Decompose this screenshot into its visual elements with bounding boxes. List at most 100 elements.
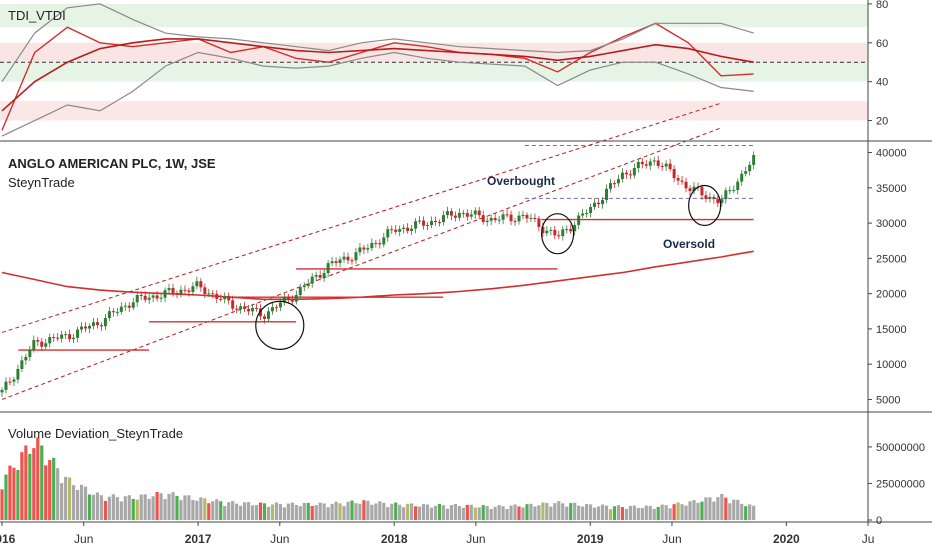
volume-bar-34	[135, 499, 139, 520]
volume-bar-180	[716, 497, 720, 520]
candle-body-159	[632, 168, 636, 176]
candle-body-140	[557, 235, 561, 237]
volume-bar-183	[728, 503, 732, 520]
volume-bar-94	[374, 503, 378, 520]
volume-bar-181	[720, 494, 724, 520]
volume-bar-10	[40, 445, 44, 520]
volume-bar-169	[672, 504, 676, 520]
volume-bar-20	[79, 484, 84, 520]
volume-bar-14	[56, 468, 60, 520]
volume-bar-24	[95, 492, 100, 520]
volume-layer	[0, 437, 756, 520]
candle-body-156	[620, 172, 624, 180]
volume-bar-27	[107, 496, 111, 520]
candle-body-176	[700, 187, 704, 196]
price-y-tick-3: 20000	[876, 289, 907, 301]
candle-body-98	[390, 229, 394, 231]
candle-body-146	[581, 213, 585, 216]
candle-body-7	[28, 349, 32, 357]
volume-bar-122	[485, 505, 489, 520]
candle-body-69	[274, 307, 278, 309]
red-band-1	[0, 101, 868, 121]
candle-body-183	[728, 190, 732, 192]
candle-body-16	[64, 334, 68, 336]
candle-body-47	[187, 290, 191, 292]
volume-bar-39	[155, 491, 159, 520]
time-tick-5: Jun	[466, 532, 485, 546]
volume-bar-33	[131, 498, 135, 520]
volume-bar-176	[700, 501, 704, 520]
volume-bar-0	[0, 489, 4, 520]
volume-bar-139	[553, 503, 557, 520]
candle-body-32	[127, 305, 131, 308]
volume-bar-21	[83, 486, 88, 520]
volume-bar-84	[334, 501, 338, 520]
volume-bar-75	[298, 506, 302, 520]
candle-body-71	[282, 296, 286, 303]
candle-body-84	[334, 261, 338, 264]
volume-bar-157	[624, 508, 628, 520]
volume-y-tick-1: 25000000	[876, 478, 925, 490]
volume-title: Volume Deviation_SteynTrade	[8, 426, 183, 441]
candle-body-3	[12, 379, 16, 382]
volume-bar-146	[581, 506, 585, 520]
candle-body-37	[147, 297, 151, 300]
candle-body-22	[87, 325, 91, 329]
volume-bar-119	[473, 507, 477, 520]
volume-bar-93	[370, 504, 374, 520]
green-band-0	[0, 3, 868, 28]
candle-body-79	[314, 275, 318, 277]
candle-body-103	[410, 228, 414, 231]
volume-bar-32	[127, 495, 131, 520]
candle-body-30	[119, 306, 123, 312]
volume-bar-41	[163, 499, 167, 520]
price-y-tick-4: 25000	[876, 253, 907, 265]
volume-bar-80	[318, 502, 322, 520]
volume-bar-42	[167, 493, 171, 520]
volume-bar-127	[505, 508, 509, 520]
candle-body-72	[286, 296, 290, 300]
volume-bar-107	[425, 504, 430, 520]
volume-bar-70	[278, 504, 282, 520]
volume-bar-79	[314, 505, 318, 520]
volume-bar-108	[429, 507, 434, 520]
volume-bar-95	[378, 501, 382, 520]
candle-body-116	[461, 212, 465, 214]
volume-bar-105	[417, 506, 422, 520]
volume-bar-143	[569, 503, 573, 520]
candle-body-112	[445, 211, 449, 216]
candle-body-132	[525, 214, 529, 219]
candle-body-24	[95, 322, 99, 326]
volume-bar-117	[465, 504, 469, 520]
volume-bar-6	[24, 445, 28, 520]
highlight-circle-0	[255, 300, 305, 350]
candle-body-26	[103, 318, 107, 327]
volume-bar-168	[668, 508, 672, 520]
volume-bar-140	[557, 501, 561, 520]
volume-bar-130	[517, 506, 521, 520]
volume-bar-179	[712, 501, 716, 520]
candle-body-125	[497, 219, 501, 221]
candle-body-34	[135, 295, 139, 303]
candle-body-55	[219, 298, 223, 300]
volume-bar-153	[608, 509, 613, 520]
candle-body-50	[199, 281, 203, 288]
candle-body-20	[80, 326, 84, 330]
volume-bar-85	[338, 503, 342, 520]
volume-bar-44	[175, 495, 179, 520]
candle-body-73	[290, 299, 294, 302]
candle-body-138	[549, 229, 553, 231]
volume-bar-71	[282, 507, 286, 520]
candle-body-118	[469, 214, 473, 217]
volume-bar-144	[573, 502, 577, 520]
volume-y-tick-2: 50000000	[876, 442, 925, 454]
volume-bar-98	[390, 503, 394, 520]
candle-body-76	[302, 285, 306, 288]
volume-bar-147	[585, 503, 589, 520]
volume-bar-88	[350, 500, 354, 520]
volume-bar-54	[215, 499, 219, 520]
volume-bar-74	[294, 504, 298, 520]
candle-body-187	[744, 171, 748, 174]
volume-bar-57	[227, 502, 231, 520]
volume-bar-170	[676, 502, 680, 520]
